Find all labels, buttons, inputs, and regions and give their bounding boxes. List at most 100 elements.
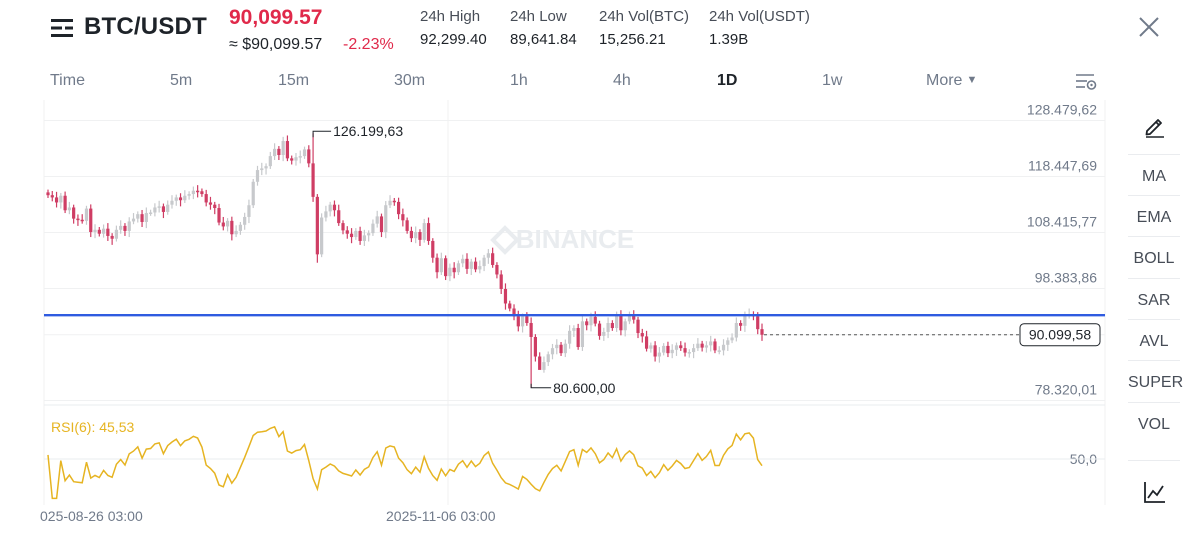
candle-body [597, 323, 602, 336]
candle-body [251, 181, 255, 206]
candle-body [153, 207, 157, 213]
candle-body [379, 216, 384, 233]
tab-1d[interactable]: 1D [717, 72, 738, 89]
candle-body [473, 261, 478, 270]
chart-settings-icon[interactable] [1074, 70, 1098, 94]
trading-pair[interactable]: BTC/USDT [84, 13, 207, 40]
stat-24h-vol-btc-label: 24h Vol(BTC) [599, 8, 690, 25]
indicator-super[interactable]: SUPER [1128, 374, 1184, 391]
candle-body [213, 204, 217, 209]
candle-body [332, 204, 337, 211]
tab-1w[interactable]: 1w [822, 72, 843, 89]
tab-4h[interactable]: 4h [613, 72, 631, 89]
candle-body [730, 337, 734, 341]
candlestick-chart[interactable]: BINANCE 128.479,62 118.447,69 108.415,77 98… [0, 100, 1110, 530]
candle-body [542, 362, 546, 370]
candle-body [264, 166, 268, 169]
candle-body [97, 229, 101, 234]
candle-body [580, 321, 585, 348]
stat-24h-vol-usdt-label: 24h Vol(USDT) [709, 8, 810, 25]
candle-body [674, 345, 679, 350]
indicator-divider [1128, 319, 1180, 320]
candle-body [644, 336, 649, 349]
close-icon[interactable] [1136, 14, 1162, 40]
candle-body [183, 195, 187, 201]
candle-body [67, 207, 71, 211]
candle-body [131, 218, 136, 222]
candle-body [456, 263, 461, 273]
candle-body [170, 200, 174, 205]
candle-body [354, 230, 358, 238]
x-axis-label-1: 025-08-26 03:00 [40, 508, 143, 524]
tab-15m[interactable]: 15m [278, 72, 310, 89]
candle-body [555, 344, 559, 349]
candle-body [405, 220, 409, 231]
tab-1h[interactable]: 1h [510, 72, 528, 89]
candle-body [93, 229, 97, 233]
candle-body [550, 348, 555, 355]
candle-body [358, 230, 362, 241]
last-price: 90,099.57 [229, 6, 323, 29]
price-axis-label: 78.320,01 [1035, 382, 1097, 398]
candle-body [713, 341, 717, 351]
candle-body [533, 336, 538, 357]
tab-more[interactable]: More ▼ [926, 72, 977, 90]
candle-body [268, 156, 272, 167]
menu-icon[interactable] [50, 16, 74, 40]
candle-body [375, 216, 379, 224]
indicator-avl[interactable]: AVL [1139, 333, 1169, 350]
candle-body [756, 316, 760, 330]
tab-5m[interactable]: 5m [170, 72, 193, 89]
indicator-ma[interactable]: MA [1142, 168, 1166, 185]
candle-body [418, 232, 422, 240]
stat-24h-low-label: 24h Low [510, 8, 567, 25]
candle-body [200, 191, 204, 195]
indicator-divider [1128, 402, 1180, 403]
low-price-label: 80.600,00 [553, 380, 615, 396]
candle-body [623, 321, 627, 331]
indicator-divider [1128, 460, 1180, 461]
candle-body [243, 216, 247, 225]
candle-body [696, 343, 700, 349]
indicator-boll[interactable]: BOLL [1133, 250, 1175, 267]
candle-body [691, 348, 696, 353]
candle-body [657, 352, 661, 357]
candle-body [178, 197, 183, 201]
caret-down-icon: ▼ [966, 74, 978, 86]
candle-body [670, 349, 674, 354]
candle-body [311, 163, 315, 197]
candle-body [465, 258, 469, 269]
stat-24h-vol-usdt-value: 1.39B [709, 31, 749, 48]
candle-body [349, 233, 354, 238]
pen-icon[interactable] [1143, 114, 1167, 138]
line-chart-icon[interactable] [1143, 480, 1167, 504]
candle-body [546, 354, 550, 363]
candle-body [204, 194, 208, 203]
candle-body [345, 230, 349, 234]
candle-body [72, 207, 76, 219]
candle-body [191, 190, 195, 195]
candle-body [80, 219, 84, 222]
candle-body [307, 149, 311, 164]
candle-body [593, 316, 597, 324]
stat-24h-vol-btc-value: 15,256.21 [599, 31, 666, 48]
indicator-sar[interactable]: SAR [1137, 292, 1171, 309]
candle-body [632, 315, 636, 320]
tab-30m[interactable]: 30m [394, 72, 426, 89]
rsi-line [47, 425, 763, 500]
candle-body [84, 208, 89, 221]
indicator-ema[interactable]: EMA [1136, 209, 1172, 226]
rsi-legend: RSI(6): 45,53 [51, 419, 134, 435]
tab-time[interactable]: Time [50, 72, 85, 89]
candle-body [619, 315, 623, 331]
candle-body [106, 228, 110, 236]
candle-body [119, 225, 123, 230]
indicator-vol[interactable]: VOL [1137, 416, 1170, 433]
candle-body [50, 195, 54, 198]
candle-body [739, 323, 743, 326]
candle-body [157, 206, 161, 208]
candle-body [341, 223, 345, 231]
candle-body [328, 204, 332, 212]
candle-body [743, 315, 747, 326]
candle-body [721, 344, 726, 351]
